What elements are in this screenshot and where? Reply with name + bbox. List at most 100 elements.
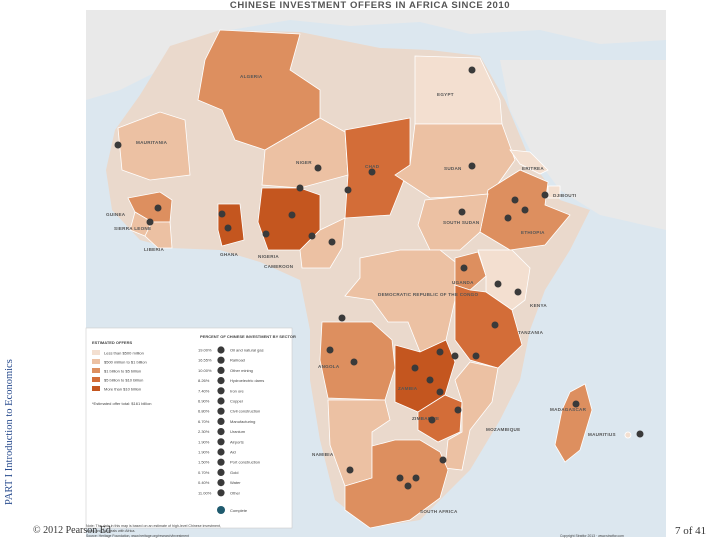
investment-icon[interactable] <box>468 162 476 170</box>
sector-percent: 0.70% <box>198 470 210 475</box>
label-tanzania: TANZANIA <box>518 330 544 335</box>
copper-icon <box>217 397 225 405</box>
investment-icon[interactable] <box>454 406 462 414</box>
country-angola[interactable] <box>319 321 396 401</box>
label-mauritania: MAURITANIA <box>136 140 168 145</box>
country-eritrea[interactable] <box>509 149 549 175</box>
sector-label: Gold <box>230 470 238 475</box>
country-zimbabwe[interactable] <box>417 394 463 443</box>
legend-offers-title: ESTIMATED OFFERS <box>92 340 132 345</box>
investment-icon[interactable] <box>114 141 122 149</box>
investment-icon[interactable] <box>288 211 296 219</box>
sector-label: Airports <box>230 439 244 444</box>
label-ethiopia: ETHIOPIA <box>521 230 545 235</box>
country-madagascar[interactable] <box>554 383 593 463</box>
investment-icon[interactable] <box>494 280 502 288</box>
investment-icon[interactable] <box>146 218 154 226</box>
investment-icon[interactable] <box>460 264 468 272</box>
investment-icon[interactable] <box>504 214 512 222</box>
investment-icon[interactable] <box>262 230 270 238</box>
investment-icon[interactable] <box>541 191 549 199</box>
investment-icon[interactable] <box>154 204 162 212</box>
investment-icon[interactable] <box>514 288 522 296</box>
sector-label: Civil construction <box>230 409 260 414</box>
label-cameroon: CAMEROON <box>264 264 294 269</box>
investment-icon[interactable] <box>346 466 354 474</box>
investment-icon[interactable] <box>451 352 459 360</box>
dam-icon <box>217 377 225 385</box>
country-mauritius[interactable] <box>624 431 632 439</box>
sector-percent: 8.26% <box>198 378 210 383</box>
investment-icon[interactable] <box>411 364 419 372</box>
label-liberia: LIBERIA <box>144 247 165 252</box>
investment-icon[interactable] <box>511 196 519 204</box>
note-line-2: loans and aid deals with Africa. <box>86 529 135 533</box>
sector-label: Uranium <box>230 429 246 434</box>
country-uganda[interactable] <box>454 251 487 291</box>
investment-icon[interactable] <box>426 376 434 384</box>
investment-icon[interactable] <box>436 348 444 356</box>
investment-icon[interactable] <box>296 184 304 192</box>
offers-legend: Less than $500 million $500 million to $1… <box>92 350 147 392</box>
label-sudan: SUDAN <box>444 166 462 171</box>
port-icon <box>217 458 225 466</box>
country-tanzania[interactable] <box>454 284 523 369</box>
oil-icon <box>217 346 225 354</box>
sector-percent: 10.00% <box>198 368 212 373</box>
offer-swatch <box>92 359 100 364</box>
investment-icon[interactable] <box>468 66 476 74</box>
label-zambia: ZAMBIA <box>398 386 418 391</box>
investment-icon[interactable] <box>436 388 444 396</box>
investment-icon[interactable] <box>572 400 580 408</box>
sector-percent: 1.50% <box>198 460 210 465</box>
country-ghana[interactable] <box>217 203 245 247</box>
factory-icon <box>217 417 225 425</box>
sector-label: Iron ore <box>230 388 245 393</box>
investment-icon[interactable] <box>472 352 480 360</box>
construction-icon <box>217 407 225 415</box>
country-mauritania[interactable] <box>117 111 191 181</box>
water-icon <box>217 479 225 487</box>
label-south-sudan: SOUTH SUDAN <box>443 220 480 225</box>
investment-icon[interactable] <box>458 208 466 216</box>
sector-percent: 0.40% <box>198 480 210 485</box>
side-label: PART I Introduction to Economics <box>4 359 15 505</box>
investment-icon[interactable] <box>344 186 352 194</box>
country-chad[interactable] <box>344 117 411 219</box>
investment-icon[interactable] <box>368 168 376 176</box>
label-uganda: UGANDA <box>452 280 474 285</box>
offer-label: $1 billion to $5 billion <box>104 369 141 374</box>
sector-label: Water <box>230 480 241 485</box>
investment-icon[interactable] <box>491 321 499 329</box>
sector-percent: 1.90% <box>198 439 210 444</box>
country-south-sudan[interactable] <box>417 193 489 251</box>
investment-icon[interactable] <box>428 416 436 424</box>
investment-icon[interactable] <box>224 224 232 232</box>
investment-icon[interactable] <box>308 232 316 240</box>
offer-label: $500 million to $1 billion <box>104 360 147 365</box>
investment-icon[interactable] <box>328 238 336 246</box>
airport-icon <box>217 438 225 446</box>
country-egypt[interactable] <box>414 55 503 125</box>
sector-percent: 11.00% <box>198 490 212 495</box>
label-guinea: GUINEA <box>106 212 126 217</box>
investment-icon[interactable] <box>636 430 644 438</box>
investment-icon[interactable] <box>404 482 412 490</box>
sector-percent: 16.55% <box>198 358 212 363</box>
investment-icon[interactable] <box>218 210 226 218</box>
investment-icon[interactable] <box>314 164 322 172</box>
country-cameroon[interactable] <box>299 217 346 269</box>
label-drc: DEMOCRATIC REPUBLIC OF THE CONGO <box>378 292 478 297</box>
investment-icon[interactable] <box>412 474 420 482</box>
sector-label: Copper <box>230 399 244 404</box>
investment-icon[interactable] <box>350 358 358 366</box>
sector-legend: 19.00% Oil and natural gas 16.55% Railroad 1… <box>198 346 264 497</box>
investment-icon[interactable] <box>326 346 334 354</box>
label-kenya: KENYA <box>530 303 547 308</box>
investment-icon[interactable] <box>338 314 346 322</box>
investment-icon[interactable] <box>396 474 404 482</box>
sector-label: Railroad <box>230 358 245 363</box>
investment-icon[interactable] <box>439 456 447 464</box>
legend-complete-label: Complete <box>230 508 248 513</box>
investment-icon[interactable] <box>521 206 529 214</box>
